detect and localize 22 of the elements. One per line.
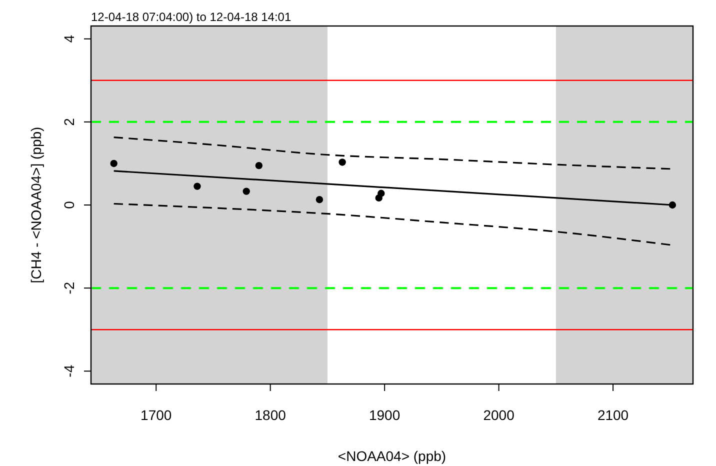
point <box>255 162 263 170</box>
line-series <box>113 202 671 246</box>
line-series <box>113 136 671 170</box>
x-axis-title: <NOAA04> (ppb) <box>338 448 446 464</box>
chart-title: 12-04-18 07:04:00) to 12-04-18 14:01 <box>91 10 292 24</box>
y-tick-label: 2 <box>61 118 77 126</box>
x-tick-label: 1800 <box>254 407 286 423</box>
y-axis-title: [CH4 - <NOAA04>] (ppb) <box>28 126 44 284</box>
y-tick-label: -2 <box>61 282 77 294</box>
point <box>378 190 385 197</box>
x-tick-label: 2100 <box>597 407 629 423</box>
point <box>316 196 324 204</box>
y-tick-label: -4 <box>61 364 77 378</box>
point <box>194 182 201 190</box>
point <box>338 158 346 166</box>
point <box>110 160 118 168</box>
x-tick-label: 2000 <box>483 407 515 423</box>
y-tick-label: 0 <box>61 200 77 209</box>
point <box>242 188 250 195</box>
x-tick-label: 1700 <box>140 407 172 423</box>
y-tick-label: 4 <box>61 34 77 43</box>
x-tick-label: 1900 <box>368 407 400 423</box>
